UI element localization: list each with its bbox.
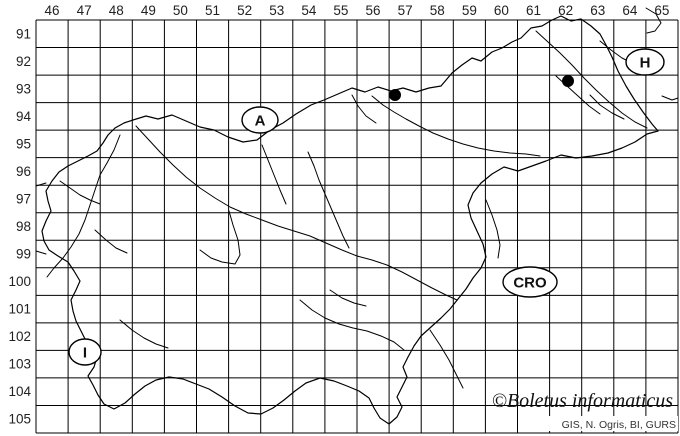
country-label-text: CRO bbox=[513, 275, 547, 292]
grid-column-label: 64 bbox=[622, 3, 638, 18]
country-label-ellipse bbox=[68, 338, 102, 366]
grid-column-label: 58 bbox=[430, 3, 445, 18]
neighbor-country-labels: A H I CRO bbox=[68, 48, 665, 366]
grid-column-label: 62 bbox=[558, 3, 573, 18]
country-label-croatia: CRO bbox=[502, 266, 558, 298]
grid-column-label: 47 bbox=[77, 3, 92, 18]
river-sotla bbox=[485, 199, 501, 259]
country-label-ellipse bbox=[625, 48, 665, 76]
grid-column-label: 52 bbox=[237, 3, 252, 18]
grid-column-label: 63 bbox=[590, 3, 605, 18]
country-label-ellipse bbox=[241, 106, 279, 134]
river-soca bbox=[46, 134, 121, 278]
watermark-text: ©Boletus informaticus bbox=[492, 390, 674, 412]
grid-row-label: 104 bbox=[8, 384, 31, 399]
grid-row-label: 99 bbox=[16, 247, 31, 262]
grid-row-label: 92 bbox=[16, 54, 31, 69]
record-markers bbox=[389, 75, 574, 101]
river-krka bbox=[299, 299, 405, 351]
river-sava bbox=[135, 125, 458, 301]
country-border bbox=[41, 15, 659, 425]
record-dot-62-93 bbox=[562, 75, 574, 87]
river-corner-loop bbox=[645, 7, 662, 34]
country-label-austria: A bbox=[241, 106, 279, 134]
grid-row-label: 102 bbox=[8, 329, 31, 344]
country-label-text: I bbox=[83, 345, 87, 362]
river-savinja bbox=[307, 151, 350, 249]
river-idrijca bbox=[59, 180, 101, 205]
river-meza bbox=[351, 94, 377, 124]
grid-row-label: 100 bbox=[8, 274, 31, 289]
grid-row-label: 93 bbox=[16, 81, 31, 96]
grid-column-label: 55 bbox=[333, 3, 348, 18]
grid-row-label: 94 bbox=[16, 109, 32, 124]
grid-column-label: 48 bbox=[109, 3, 124, 18]
grid-column-label: 54 bbox=[301, 3, 317, 18]
river-kokra bbox=[261, 144, 287, 205]
country-label-italy: I bbox=[68, 338, 102, 366]
grid-row-labels: 91 92 93 94 95 96 97 98 99 100 101 102 103 104 105 bbox=[8, 26, 31, 426]
country-border-path bbox=[41, 15, 659, 425]
grid-column-label: 51 bbox=[205, 3, 220, 18]
river-mura bbox=[535, 30, 648, 129]
attribution-text: GIS, N. Ogris, BI, GURS bbox=[562, 419, 676, 431]
grid-row-label: 98 bbox=[16, 219, 31, 234]
river-mirna bbox=[329, 289, 367, 307]
river-scavnica bbox=[589, 94, 625, 120]
grid-row-label: 91 bbox=[16, 26, 31, 41]
grid-column-label: 61 bbox=[526, 3, 541, 18]
country-label-text: H bbox=[640, 55, 651, 72]
grid-column-label: 50 bbox=[173, 3, 188, 18]
grid-lines bbox=[35, 19, 679, 434]
grid-column-label: 49 bbox=[141, 3, 156, 18]
attribution-background bbox=[548, 416, 678, 431]
grid-column-label: 59 bbox=[462, 3, 477, 18]
record-dot-57-93 bbox=[389, 89, 401, 101]
grid-row-label: 105 bbox=[8, 412, 31, 427]
river-edge-east bbox=[661, 95, 679, 101]
grid-column-label: 46 bbox=[45, 3, 60, 18]
grid-row-label: 96 bbox=[16, 164, 31, 179]
country-label-hungary: H bbox=[625, 48, 665, 76]
grid-column-label: 53 bbox=[269, 3, 284, 18]
grid-row-label: 103 bbox=[8, 357, 31, 372]
grid-column-labels: 46 47 48 49 50 51 52 53 54 55 56 57 58 59 60 61 62 63 64 65 bbox=[45, 3, 670, 18]
river-kolpa-side bbox=[429, 329, 464, 389]
grid-column-label: 56 bbox=[366, 3, 381, 18]
country-label-text: A bbox=[255, 113, 266, 130]
river-reka bbox=[119, 319, 169, 349]
river-ljubljanica bbox=[199, 210, 241, 265]
river-edge-stubs bbox=[35, 182, 47, 255]
river-lines bbox=[35, 7, 679, 389]
grid-row-label: 97 bbox=[16, 191, 31, 206]
grid-row-label: 95 bbox=[16, 136, 31, 151]
country-label-ellipse bbox=[502, 266, 558, 298]
grid-row-label: 101 bbox=[8, 302, 31, 317]
river-drava bbox=[371, 95, 541, 157]
river-vipava bbox=[94, 229, 128, 254]
grid-column-label: 60 bbox=[494, 3, 509, 18]
grid-column-label: 65 bbox=[654, 3, 669, 18]
grid-column-label: 57 bbox=[398, 3, 413, 18]
